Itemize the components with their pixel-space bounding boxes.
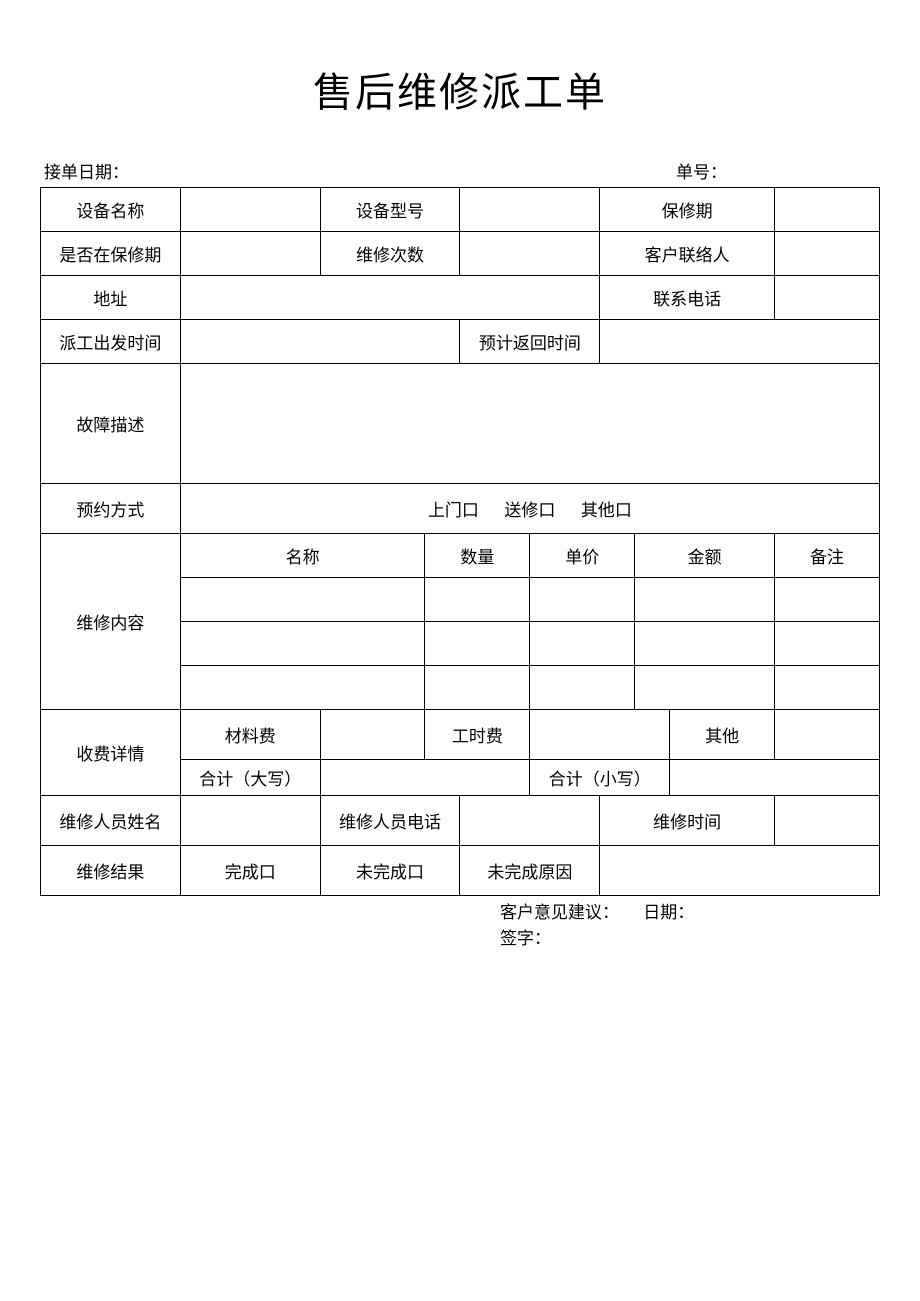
label-repair-person: 维修人员姓名: [41, 796, 181, 846]
label-est-return-time: 预计返回时间: [460, 320, 600, 364]
value-customer-contact[interactable]: [775, 232, 880, 276]
footer-date: 日期：: [643, 900, 694, 926]
label-repair-time: 维修时间: [600, 796, 775, 846]
label-total-num: 合计（小写）: [530, 760, 670, 796]
table-row[interactable]: [180, 578, 425, 622]
table-row[interactable]: [180, 622, 425, 666]
footer: 客户意见建议： 日期： 签字：: [40, 900, 880, 951]
value-repair-time[interactable]: [775, 796, 880, 846]
label-repair-result: 维修结果: [41, 846, 181, 896]
value-total-cn[interactable]: [320, 760, 530, 796]
label-customer-contact: 客户联络人: [600, 232, 775, 276]
value-est-return-time[interactable]: [600, 320, 880, 364]
label-device-model: 设备型号: [320, 188, 460, 232]
value-unfinished-reason[interactable]: [600, 846, 880, 896]
table-row[interactable]: [530, 666, 635, 710]
option-not-done[interactable]: 未完成口: [320, 846, 460, 896]
value-repair-person[interactable]: [180, 796, 320, 846]
footer-customer-opinion: 客户意见建议：: [500, 900, 619, 926]
option-sendin[interactable]: 送修口: [504, 496, 555, 521]
receive-date-label: 接单日期：: [44, 158, 676, 183]
table-row[interactable]: [635, 578, 775, 622]
value-dispatch-time[interactable]: [180, 320, 460, 364]
value-warranty-period[interactable]: [775, 188, 880, 232]
table-row[interactable]: [635, 666, 775, 710]
label-phone: 联系电话: [600, 276, 775, 320]
table-row[interactable]: [775, 622, 880, 666]
value-phone[interactable]: [775, 276, 880, 320]
col-remark: 备注: [775, 534, 880, 578]
value-labor-fee[interactable]: [530, 710, 670, 760]
label-warranty-period: 保修期: [600, 188, 775, 232]
order-no-label: 单号：: [676, 158, 876, 183]
label-material-fee: 材料费: [180, 710, 320, 760]
label-repair-content: 维修内容: [41, 534, 181, 710]
col-amount: 金额: [635, 534, 775, 578]
value-total-num[interactable]: [670, 760, 880, 796]
label-device-name: 设备名称: [41, 188, 181, 232]
value-device-model[interactable]: [460, 188, 600, 232]
value-other-fee[interactable]: [775, 710, 880, 760]
table-row[interactable]: [530, 578, 635, 622]
table-row[interactable]: [775, 666, 880, 710]
value-appointment-method[interactable]: 上门口 送修口 其他口: [180, 484, 879, 534]
value-repair-phone[interactable]: [460, 796, 600, 846]
table-row[interactable]: [775, 578, 880, 622]
table-row[interactable]: [425, 578, 530, 622]
col-name: 名称: [180, 534, 425, 578]
header-row: 接单日期： 单号：: [40, 158, 880, 187]
col-unit-price: 单价: [530, 534, 635, 578]
label-appointment-method: 预约方式: [41, 484, 181, 534]
label-unfinished-reason: 未完成原因: [460, 846, 600, 896]
label-repair-phone: 维修人员电话: [320, 796, 460, 846]
table-row[interactable]: [635, 622, 775, 666]
label-fault-desc: 故障描述: [41, 364, 181, 484]
label-in-warranty: 是否在保修期: [41, 232, 181, 276]
label-repair-count: 维修次数: [320, 232, 460, 276]
option-onsite[interactable]: 上门口: [428, 496, 479, 521]
form-table: 设备名称 设备型号 保修期 是否在保修期 维修次数 客户联络人 地址 联系电话 …: [40, 187, 880, 896]
value-device-name[interactable]: [180, 188, 320, 232]
value-fault-desc[interactable]: [180, 364, 879, 484]
value-material-fee[interactable]: [320, 710, 425, 760]
option-done[interactable]: 完成口: [180, 846, 320, 896]
col-qty: 数量: [425, 534, 530, 578]
table-row[interactable]: [530, 622, 635, 666]
page-title: 售后维修派工单: [40, 60, 880, 118]
value-in-warranty[interactable]: [180, 232, 320, 276]
table-row[interactable]: [425, 622, 530, 666]
label-labor-fee: 工时费: [425, 710, 530, 760]
label-total-cn: 合计（大写）: [180, 760, 320, 796]
value-address[interactable]: [180, 276, 599, 320]
label-address: 地址: [41, 276, 181, 320]
value-repair-count[interactable]: [460, 232, 600, 276]
table-row[interactable]: [180, 666, 425, 710]
option-other[interactable]: 其他口: [581, 496, 632, 521]
table-row[interactable]: [425, 666, 530, 710]
footer-sign: 签字：: [500, 926, 551, 952]
label-other-fee: 其他: [670, 710, 775, 760]
label-dispatch-time: 派工出发时间: [41, 320, 181, 364]
label-fee-detail: 收费详情: [41, 710, 181, 796]
